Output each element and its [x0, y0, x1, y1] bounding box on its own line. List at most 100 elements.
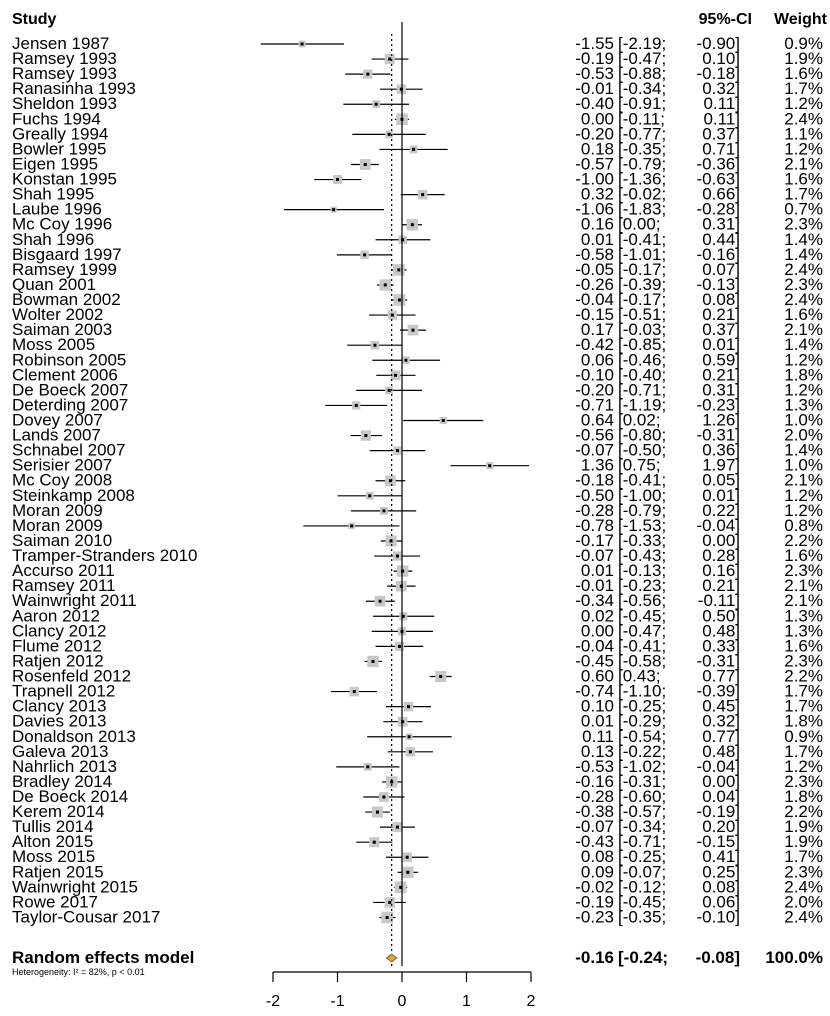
ci-upper-value: 0.21]: [702, 305, 740, 324]
ci-upper-value: 0.22]: [702, 501, 740, 520]
weight-value: 1.2%: [784, 350, 823, 369]
study-row: Ramsey 1999 -0.05 [-0.17; 0.07] 2.4%: [12, 260, 823, 279]
summary-diamond: [385, 953, 398, 963]
point-estimate: [401, 614, 405, 618]
ci-upper-value: -0.39]: [697, 682, 740, 701]
estimate-value: -0.56: [575, 426, 614, 445]
point-estimate: [363, 253, 367, 257]
ci-upper-value: 0.10]: [702, 49, 740, 68]
estimate-value: 0.01: [581, 561, 614, 580]
estimate-value: 0.08: [581, 847, 614, 866]
ci-lower-value: [-1.02;: [618, 757, 666, 776]
ci-upper-value: 0.36]: [702, 441, 740, 460]
study-row: Alton 2015 -0.43 [-0.71; -0.15] 1.9%: [12, 832, 823, 851]
weight-value: 2.3%: [784, 561, 823, 580]
estimate-value: -0.10: [575, 365, 614, 384]
study-row: Mc Coy 1996 0.16 [0.00; 0.31] 2.3%: [12, 215, 823, 234]
study-name: Tullis 2014: [12, 817, 94, 836]
estimate-value: 0.01: [581, 712, 614, 731]
study-name: Greally 1994: [12, 124, 108, 143]
study-name: Shah 1995: [12, 185, 94, 204]
study-name: Moran 2009: [12, 501, 103, 520]
estimate-value: -0.16: [575, 772, 614, 791]
estimate-value: 0.06: [581, 350, 614, 369]
ci-lower-value: [-0.22;: [618, 742, 666, 761]
estimate-value: -0.02: [575, 877, 614, 896]
estimate-value: -0.07: [575, 546, 614, 565]
study-name: Jensen 1987: [12, 34, 109, 53]
ci-upper-value: 0.37]: [702, 320, 740, 339]
weight-value: 2.2%: [784, 531, 823, 550]
ci-upper-value: 0.07]: [702, 260, 740, 279]
weight-value: 2.2%: [784, 667, 823, 686]
estimate-value: -0.38: [575, 802, 614, 821]
weight-value: 1.2%: [784, 501, 823, 520]
weight-value: 1.4%: [784, 335, 823, 354]
study-row: Ramsey 1993 -0.53 [-0.88; -0.18] 1.6%: [12, 64, 823, 83]
ci-lower-value: [-0.88;: [618, 64, 666, 83]
study-row: Flume 2012 -0.04 [-0.41; 0.33] 1.6%: [12, 636, 823, 655]
ci-lower-value: [-1.53;: [618, 516, 666, 535]
ci-lower-value: [-0.79;: [618, 501, 666, 520]
point-estimate: [395, 449, 399, 453]
estimate-value: -1.00: [575, 170, 614, 189]
point-estimate: [406, 705, 410, 709]
study-name: Nahrlich 2013: [12, 757, 117, 776]
estimate-value: -0.18: [575, 471, 614, 490]
ci-lower-value: [-1.10;: [618, 682, 666, 701]
study-row: Ranasinha 1993 -0.01 [-0.34; 0.32] 1.7%: [12, 79, 823, 98]
study-name: Steinkamp 2008: [12, 486, 135, 505]
study-name: Wolter 2002: [12, 305, 103, 324]
estimate-value: -0.78: [575, 516, 614, 535]
weight-value: 1.2%: [784, 486, 823, 505]
point-estimate: [368, 494, 372, 498]
study-row: Quan 2001 -0.26 [-0.39; -0.13] 2.3%: [12, 275, 823, 294]
ci-upper-value: -0.90]: [697, 34, 740, 53]
ci-lower-value: [-1.36;: [618, 170, 666, 189]
ci-lower-value: [-0.41;: [618, 230, 666, 249]
study-name: Shah 1996: [12, 230, 94, 249]
estimate-value: -0.28: [575, 787, 614, 806]
point-estimate: [441, 419, 445, 422]
ci-lower-value: [-0.47;: [618, 621, 666, 640]
point-estimate: [336, 178, 339, 182]
study-name: Bowman 2002: [12, 290, 121, 309]
estimate-value: 0.01: [581, 230, 614, 249]
ci-upper-value: -0.31]: [697, 651, 740, 670]
estimate-value: -1.55: [575, 34, 614, 53]
study-row: Accurso 2011 0.01 [-0.13; 0.16] 2.3%: [12, 561, 823, 580]
study-name: Flume 2012: [12, 636, 102, 655]
weight-value: 2.3%: [784, 651, 823, 670]
weight-value: 1.4%: [784, 230, 823, 249]
ci-lower-value: [-0.54;: [618, 727, 666, 746]
study-name: Mc Coy 2008: [12, 471, 112, 490]
study-row: Saiman 2003 0.17 [-0.03; 0.37] 2.1%: [12, 320, 823, 339]
weight-value: 1.4%: [784, 245, 823, 264]
summary-estimate: -0.16: [575, 948, 614, 967]
point-estimate: [364, 434, 368, 438]
weight-value: 2.4%: [784, 290, 823, 309]
estimate-value: -0.42: [575, 335, 614, 354]
study-name: Clancy 2013: [12, 697, 107, 716]
study-name: Lands 2007: [12, 426, 101, 445]
ci-lower-value: [-0.57;: [618, 802, 666, 821]
ci-lower-value: [-0.45;: [618, 892, 666, 911]
point-estimate: [395, 554, 399, 558]
estimate-value: -0.50: [575, 486, 614, 505]
point-estimate: [350, 524, 354, 528]
weight-value: 1.0%: [784, 411, 823, 430]
estimate-value: -0.45: [575, 651, 614, 670]
study-name: Clancy 2012: [12, 621, 107, 640]
heterogeneity-note: Heterogeneity: I² = 82%, p < 0.01: [12, 967, 145, 977]
point-estimate: [378, 599, 382, 603]
estimate-value: -0.20: [575, 124, 614, 143]
ci-upper-value: 0.33]: [702, 636, 740, 655]
ci-lower-value: [-1.19;: [618, 395, 666, 414]
study-name: Deterding 2007: [12, 395, 128, 414]
estimate-value: -0.05: [575, 260, 614, 279]
weight-value: 2.2%: [784, 802, 823, 821]
ci-lower-value: [-0.34;: [618, 817, 666, 836]
ci-upper-value: 0.45]: [702, 697, 740, 716]
ci-upper-value: -0.11]: [698, 591, 740, 610]
estimate-value: 0.11: [582, 727, 614, 746]
